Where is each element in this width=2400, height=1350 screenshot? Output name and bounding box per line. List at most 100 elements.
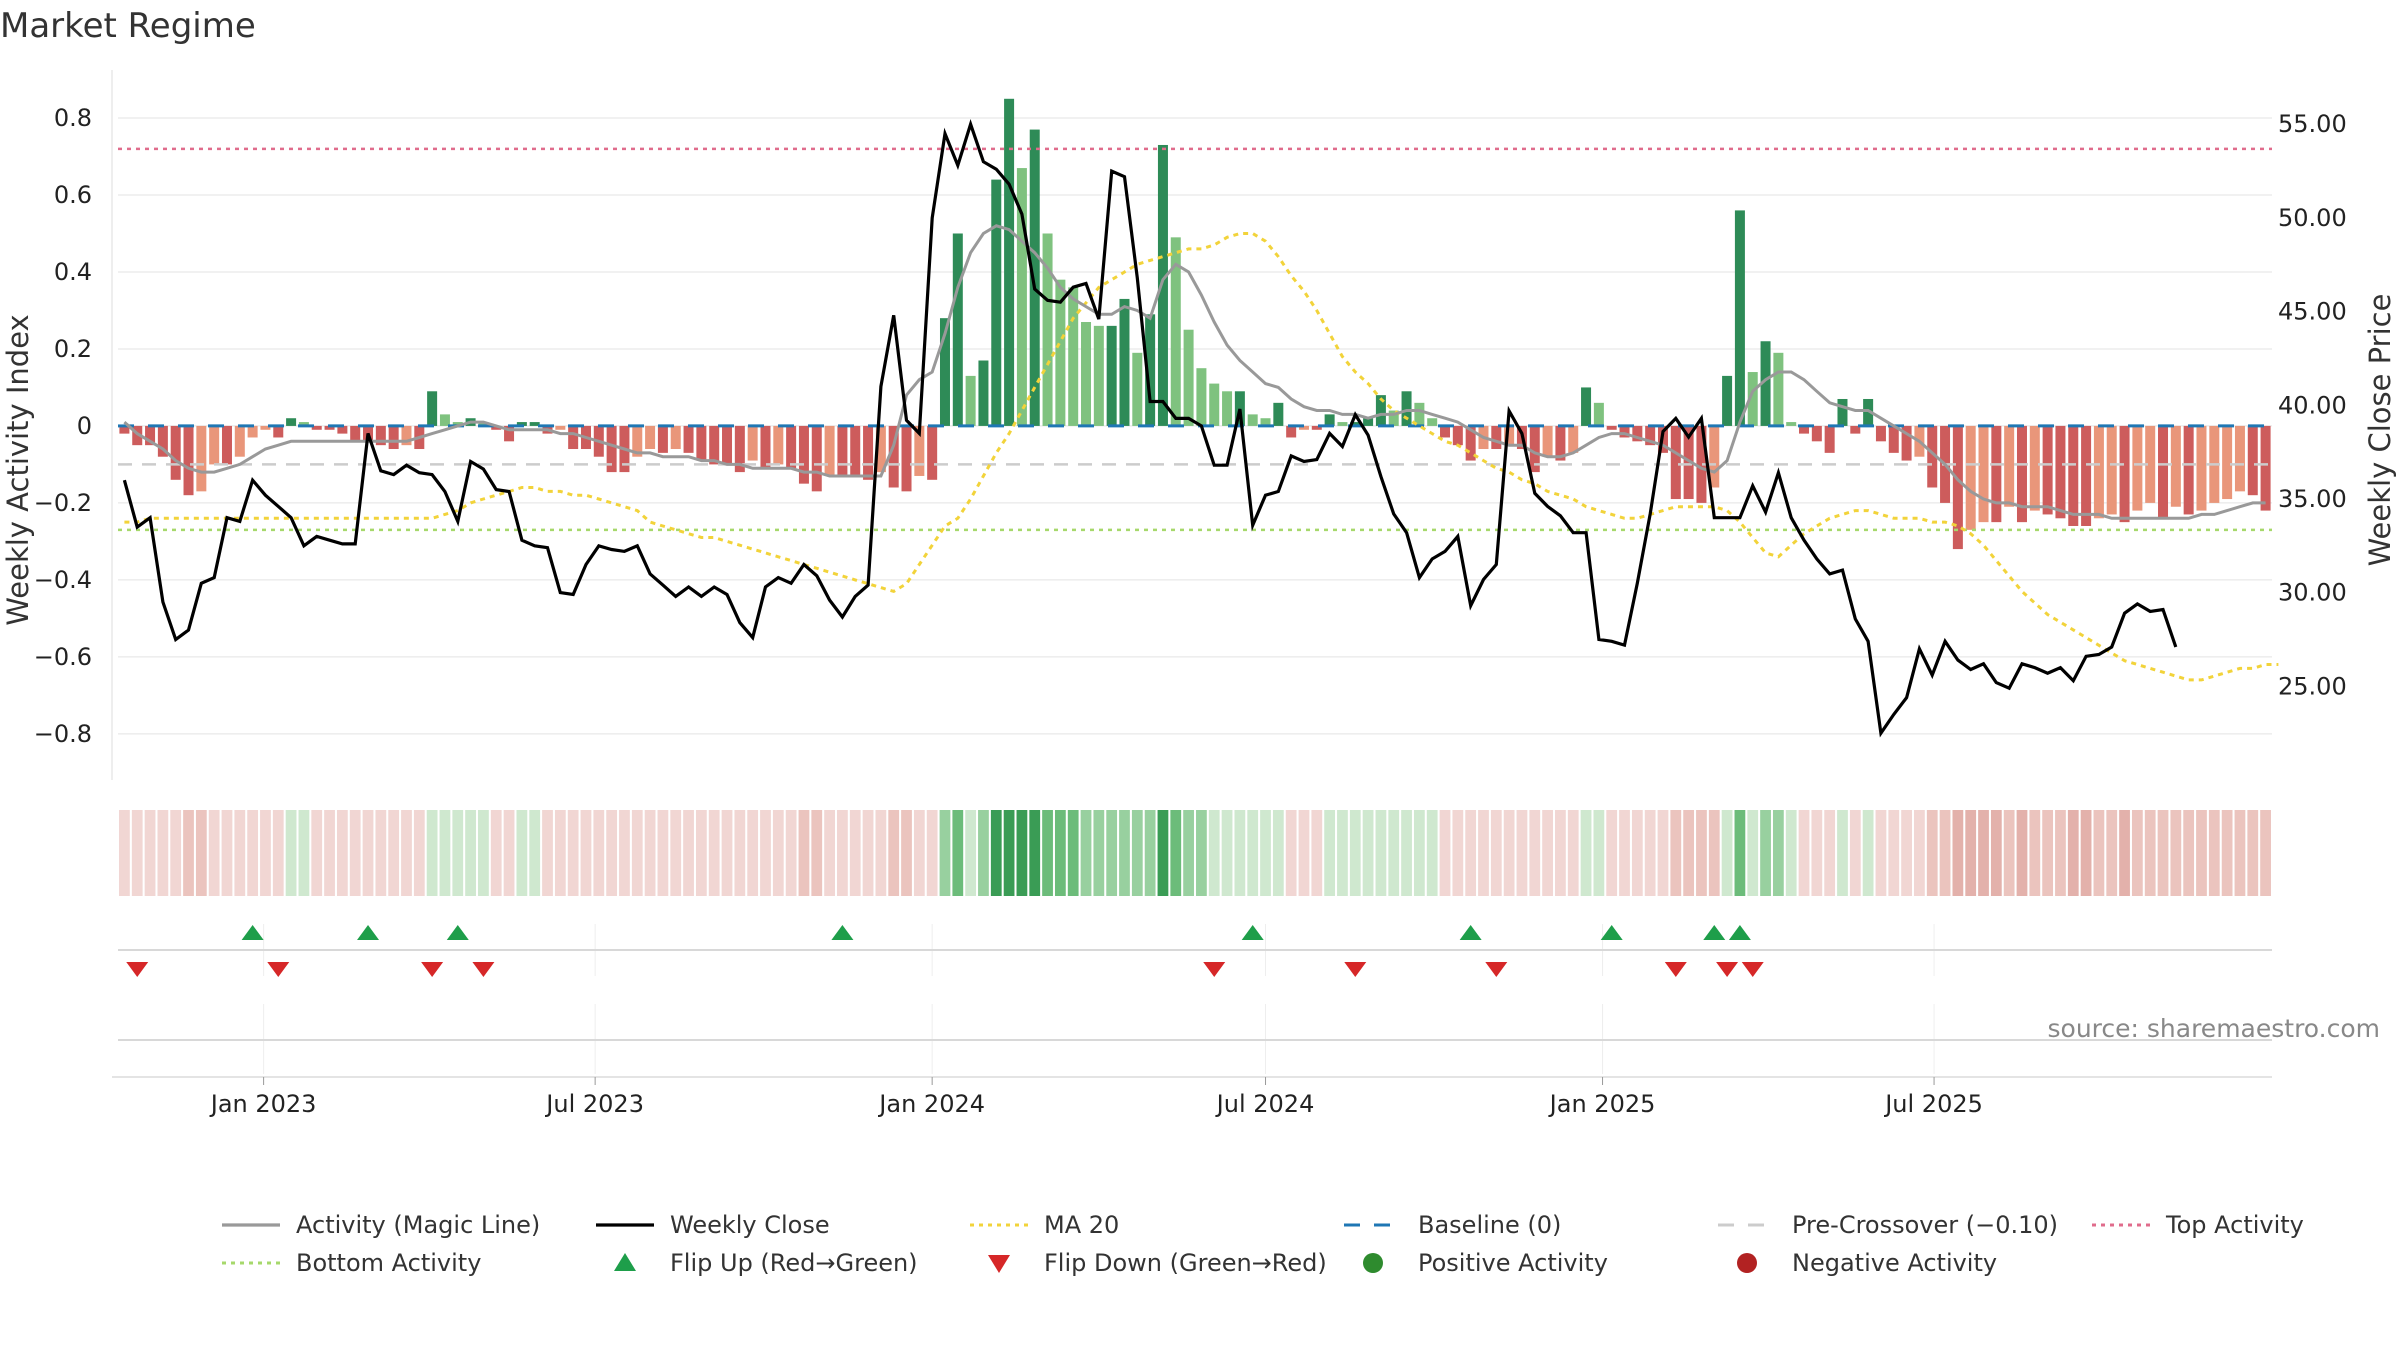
y2-tick-label: 40.00 <box>2278 391 2347 419</box>
flip-up-marker <box>1459 925 1482 940</box>
heat-cell <box>465 810 476 896</box>
activity-bar <box>1055 279 1066 426</box>
activity-bar <box>504 425 515 442</box>
heat-cell <box>567 810 579 896</box>
activity-bar <box>1209 383 1220 426</box>
y-axis-right: 55.00 50.00 45.00 40.00 35.00 30.00 25.00 <box>2278 110 2347 700</box>
y-tick-label: 0.4 <box>54 258 92 286</box>
legend-label: Flip Up (Red→Green) <box>670 1249 918 1277</box>
activity-bar <box>516 422 527 426</box>
activity-bar <box>1491 425 1502 450</box>
heat-cell <box>1016 810 1028 896</box>
legend-label: Pre-Crossover (−0.10) <box>1792 1211 2058 1239</box>
activity-bar <box>2132 425 2143 511</box>
heat-cell <box>2106 810 2118 896</box>
activity-bar <box>837 425 848 476</box>
activity-bar <box>1157 144 1168 426</box>
heat-cell <box>208 810 220 896</box>
activity-bar <box>1824 425 1835 453</box>
legend-item: Weekly Close <box>596 1211 830 1239</box>
heat-cell <box>375 810 387 896</box>
heat-cell <box>234 810 246 896</box>
activity-bar <box>529 422 540 426</box>
y-tick-label: −0.8 <box>34 720 92 748</box>
activity-bar <box>978 360 989 426</box>
heat-cell <box>183 810 194 896</box>
legend-swatch <box>1363 1253 1383 1273</box>
activity-bar <box>773 425 784 465</box>
activity-bar <box>1722 375 1733 426</box>
y2-tick-label: 50.00 <box>2278 204 2347 232</box>
activity-bar <box>1645 425 1656 446</box>
activity-bar <box>927 425 938 480</box>
activity-bar <box>1811 425 1822 442</box>
activity-bar <box>952 233 963 426</box>
heat-cell <box>1042 810 1053 896</box>
heat-cell <box>272 810 284 896</box>
activity-bar <box>1093 325 1104 426</box>
activity-bar <box>388 425 399 450</box>
heat-cell <box>631 810 643 896</box>
y2-tick-label: 30.00 <box>2278 579 2347 607</box>
y2-tick-label: 45.00 <box>2278 298 2347 326</box>
legend-item: Flip Down (Green→Red) <box>988 1249 1327 1277</box>
heat-cell <box>1683 810 1695 896</box>
activity-bar <box>157 425 168 457</box>
x-tick-label: Jan 2025 <box>1548 1090 1656 1118</box>
activity-bar <box>1414 402 1425 426</box>
flip-markers-panel <box>118 924 2272 977</box>
activity-bar <box>2183 425 2194 515</box>
heat-cell <box>1413 810 1425 896</box>
activity-bar <box>2145 425 2156 503</box>
heat-cell <box>1106 810 1118 896</box>
source-note: source: sharemaestro.com <box>2047 1014 2381 1043</box>
heat-cell <box>362 810 374 896</box>
heat-cell <box>785 810 797 896</box>
heat-cell <box>452 810 464 896</box>
activity-bar <box>2119 425 2130 523</box>
activity-bar <box>1119 298 1130 426</box>
heat-cell <box>1619 810 1630 896</box>
activity-bar <box>1298 425 1309 430</box>
legend-label: Weekly Close <box>670 1211 830 1239</box>
heat-cell <box>2247 810 2259 896</box>
activity-bar <box>2158 425 2169 519</box>
heat-cell <box>1375 810 1387 896</box>
heat-cell <box>1939 810 1951 896</box>
heat-cell <box>1772 810 1784 896</box>
y2-tick-label: 25.00 <box>2278 672 2347 700</box>
heat-cell <box>965 810 977 896</box>
y2-tick-label: 55.00 <box>2278 110 2347 138</box>
legend: Activity (Magic Line) Weekly Close MA 20 Ba… <box>222 1211 2304 1277</box>
heat-cell <box>1003 810 1015 896</box>
heat-cell <box>1644 810 1656 896</box>
heat-cell <box>1811 810 1823 896</box>
legend-swatch <box>988 1255 1010 1273</box>
heat-cell <box>2029 810 2041 896</box>
heat-cell <box>1401 810 1412 896</box>
activity-bar <box>298 422 309 426</box>
heat-cell <box>1285 810 1297 896</box>
heat-cell <box>657 810 669 896</box>
activity-bar <box>427 391 438 426</box>
regime-heat-strip <box>119 810 2271 896</box>
activity-bar <box>2029 425 2040 511</box>
legend-swatch <box>1737 1253 1757 1273</box>
heat-cell <box>2016 810 2028 896</box>
heat-cell <box>978 810 989 896</box>
heat-cell <box>2183 810 2195 896</box>
heat-cell <box>1170 810 1182 896</box>
heat-cell <box>2170 810 2182 896</box>
activity-bar <box>2222 425 2233 500</box>
activity-bar <box>1311 425 1322 430</box>
flip-down-marker <box>1741 962 1764 977</box>
heat-cell <box>1439 810 1451 896</box>
activity-bar <box>183 425 194 496</box>
heat-cell <box>913 810 925 896</box>
heat-cell <box>413 810 425 896</box>
activity-bar <box>734 425 745 473</box>
heat-cell <box>939 810 951 896</box>
heat-cell <box>2234 810 2246 896</box>
chart-title: Market Regime <box>0 6 256 46</box>
